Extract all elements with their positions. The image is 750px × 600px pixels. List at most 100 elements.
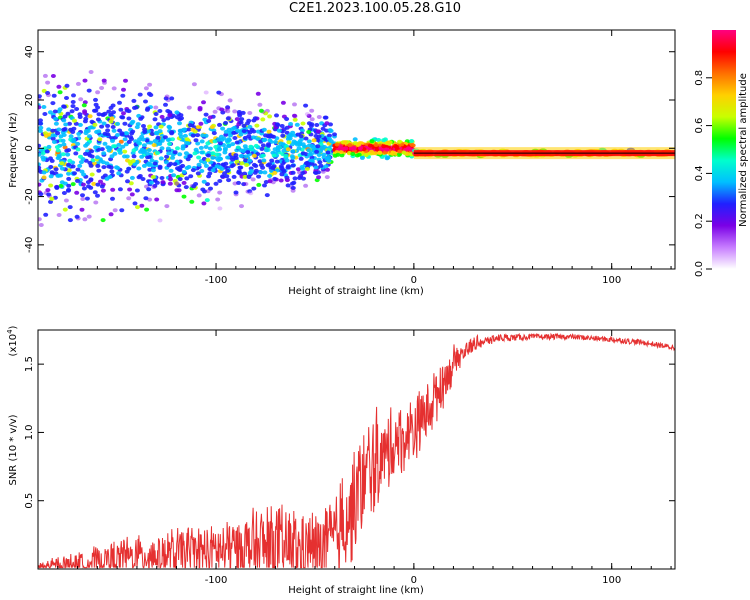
spectrogram-cell (283, 153, 289, 158)
spectrogram-cell (102, 131, 108, 136)
spectrogram-cell (369, 139, 375, 144)
spectrogram-cell (225, 106, 231, 111)
spectrogram-cell (120, 144, 126, 149)
spectrogram-cell (298, 134, 304, 139)
spectrogram-cell (245, 150, 251, 155)
spectrogram-cell (304, 112, 310, 117)
spectrogram-cell (91, 181, 97, 186)
spectrogram-cell (260, 165, 266, 170)
spectrogram-cell (147, 124, 153, 129)
spectrogram-cell (61, 142, 67, 147)
spectrogram-cell (56, 127, 62, 132)
spectrogram-cell (163, 102, 168, 107)
spectrogram-cell (105, 123, 111, 128)
spectrogram-cell (220, 162, 226, 167)
spectrogram-cell (110, 125, 116, 129)
spectrogram-cell (377, 150, 383, 155)
spectrogram-cell (372, 151, 378, 156)
spectrogram-cell (90, 158, 96, 163)
spectrogram-cell (100, 188, 106, 193)
spectrogram-cell (61, 118, 67, 123)
spectrogram-cell (144, 151, 150, 156)
spectrogram-cell (263, 180, 269, 184)
spectrogram-cell (292, 176, 298, 181)
spectrogram-cell (77, 115, 83, 119)
spectrogram-cell (95, 182, 101, 187)
spectrogram-cell (287, 132, 293, 137)
spectrogram-cell (299, 165, 305, 169)
colorbar-tick-label: 0.2 (694, 213, 705, 229)
spectrogram-cell (111, 128, 117, 133)
spectrogram-cell (124, 131, 130, 136)
spectrogram-cell (151, 143, 157, 148)
spectrogram-cell (231, 125, 237, 130)
spectrogram-cell (132, 105, 137, 110)
spectrogram-cell (202, 160, 208, 165)
spectrogram-cell (306, 130, 312, 134)
spectrogram-cell (60, 138, 66, 143)
spectrogram-cell (166, 151, 172, 156)
spectrogram-cell (223, 132, 229, 137)
spectrogram-cell (118, 139, 124, 144)
spectrogram-cell (306, 113, 312, 118)
spectrogram-cell (84, 196, 90, 201)
spectrogram-cell (82, 110, 88, 115)
spectrogram-cell (189, 199, 195, 204)
spectrogram-cell (126, 139, 132, 144)
spectrogram-cell (75, 147, 81, 152)
spectrogram-cell (373, 142, 379, 147)
spectrogram-cell (181, 180, 187, 185)
spectrogram-cell (219, 166, 225, 171)
top-x-tick-label: 0 (411, 275, 417, 286)
spectrogram-cell (131, 98, 137, 103)
spectrogram-cell (225, 116, 231, 121)
spectrogram-cell (217, 179, 223, 183)
spectrogram-cell (48, 183, 54, 188)
spectrogram-cell (87, 160, 93, 165)
spectrogram-cell (199, 169, 205, 173)
spectrogram-cell (96, 112, 102, 117)
spectrogram-cell (38, 148, 44, 153)
spectrogram-cell (163, 96, 169, 101)
spectrogram-cell (199, 150, 205, 155)
spectrogram-cell (347, 143, 353, 148)
spectrogram-cell (409, 142, 415, 147)
spectrogram-cell (325, 167, 330, 172)
spectrogram-cell (158, 156, 164, 161)
spectrogram-cell (38, 182, 42, 187)
spectrogram-cell (305, 162, 311, 167)
spectrogram-cell (64, 83, 70, 88)
spectrogram-cell (316, 175, 322, 180)
spectrogram-cell (177, 131, 183, 136)
spectrogram-cell (230, 157, 236, 162)
spectrogram-cell (80, 197, 86, 201)
spectrogram-cell (111, 110, 116, 115)
spectrogram-cell (139, 154, 145, 159)
spectrogram-cell (279, 124, 285, 128)
spectrogram-cell (153, 130, 159, 135)
spectrogram-cell (172, 150, 178, 155)
spectrogram-cell (148, 180, 154, 185)
spectrogram-cell (128, 181, 134, 186)
bottom-axis-ticks: -100 0 100 0.5 1.0 1.5 (24, 330, 675, 586)
spectrogram-cell (230, 142, 236, 147)
spectrogram-cell (240, 110, 246, 115)
spectrogram-cell (80, 182, 86, 187)
spectrogram-cell (97, 137, 103, 142)
top-y-tick-label: 0 (24, 145, 35, 151)
spectrogram-cell (224, 174, 230, 179)
spectrogram-cell (177, 152, 183, 157)
spectrogram-cell (143, 86, 149, 91)
spectrogram-cell (270, 180, 276, 185)
colorbar-tick-label: 0.8 (694, 70, 705, 86)
spectrogram-cell (116, 142, 122, 147)
spectrogram-cell (262, 170, 268, 175)
spectrogram-cell (54, 145, 60, 150)
spectrogram-cell (186, 165, 192, 169)
spectrogram-cell (99, 86, 105, 90)
spectrogram-cell (272, 170, 278, 175)
spectrogram-cell (50, 128, 56, 133)
spectrogram-cell (70, 100, 76, 104)
spectrogram-cell (401, 150, 407, 155)
spectrogram-cell (369, 149, 374, 154)
